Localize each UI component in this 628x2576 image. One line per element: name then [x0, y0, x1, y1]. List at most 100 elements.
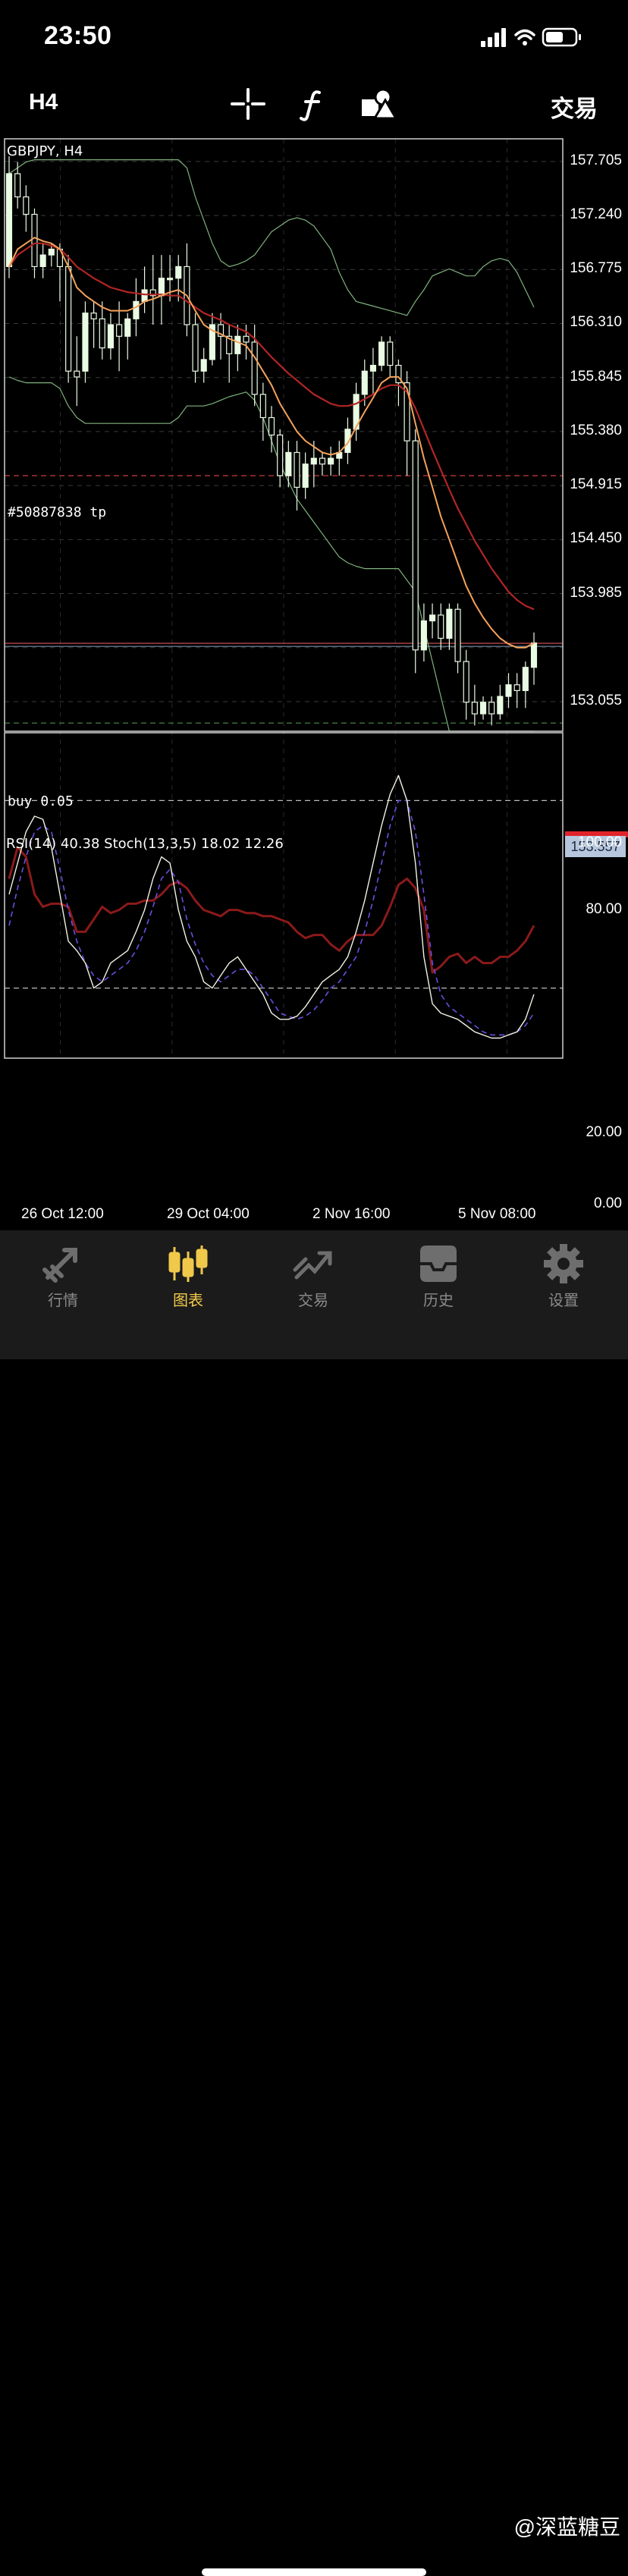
quotes-icon	[42, 1248, 77, 1283]
time-axis-label: 26 Oct 12:00	[21, 1206, 104, 1222]
candle	[277, 429, 284, 488]
candle-body	[39, 254, 46, 268]
candle-body	[403, 382, 410, 441]
tab-label: 交易	[298, 1293, 328, 1309]
candle-body	[149, 289, 156, 297]
status-icons	[481, 27, 581, 47]
candle-body	[209, 324, 215, 360]
candle-body	[369, 365, 376, 372]
candle-body	[99, 318, 105, 349]
price-axis-label: 153.055	[570, 692, 622, 708]
candle-body	[141, 289, 148, 302]
tab-settings[interactable]: 设置	[507, 1230, 620, 1321]
candle-body	[294, 451, 300, 488]
chart-area[interactable]: GBPJPY, H4 #50887838 tp buy 0.05 RSI(14)…	[0, 137, 628, 1229]
candle-body	[412, 440, 419, 651]
price-axis-label: 156.775	[570, 260, 622, 277]
candle	[294, 441, 300, 511]
stoch-signal-line	[8, 800, 535, 1036]
candle	[74, 336, 80, 407]
candle-body	[302, 463, 309, 488]
candle-body	[74, 370, 80, 378]
objects-icon[interactable]	[360, 86, 397, 121]
candle-body	[200, 359, 207, 372]
candle	[90, 301, 97, 348]
candle-body	[65, 265, 72, 372]
tp-line-label: #50887838 tp	[8, 504, 107, 520]
candle-body	[48, 248, 55, 256]
candle-body	[285, 451, 292, 476]
candle-body	[454, 608, 461, 662]
candle-body	[471, 702, 478, 715]
trade-icon	[293, 1251, 332, 1280]
candle	[39, 243, 46, 278]
candle	[412, 429, 419, 674]
candle	[378, 336, 385, 372]
tab-history[interactable]: 历史	[382, 1230, 495, 1321]
candle-body	[319, 457, 326, 465]
candle	[116, 301, 123, 372]
crosshair-icon[interactable]	[229, 86, 267, 121]
candle	[471, 684, 478, 726]
candle-body	[167, 278, 174, 281]
candle-body	[395, 365, 402, 384]
candle-body	[259, 394, 266, 419]
candle	[5, 156, 13, 278]
candle	[328, 446, 334, 476]
candle-body	[328, 457, 334, 465]
buy-line-label: buy 0.05	[8, 793, 74, 809]
candle-body	[463, 661, 469, 703]
price-axis-label: 153.985	[570, 584, 622, 601]
battery-icon	[542, 27, 581, 47]
home-indicator	[202, 2568, 426, 2576]
candle-body	[158, 278, 165, 297]
oscillator-legend: RSI(14) 40.38 Stoch(13,3,5) 18.02 12.26	[6, 836, 284, 852]
candle	[107, 313, 114, 360]
candle-body	[420, 620, 427, 651]
settings-icon	[544, 1244, 583, 1283]
candle-body	[387, 341, 394, 366]
trade-button[interactable]: 交易	[551, 96, 598, 122]
candle-body	[361, 370, 368, 395]
candle-body	[82, 313, 89, 372]
candle	[429, 603, 436, 639]
candle	[124, 313, 131, 360]
osc-axis-label: 100.00	[577, 834, 622, 850]
chart-canvas[interactable]	[0, 137, 628, 1229]
candle-body	[133, 300, 140, 319]
time-axis-label: 2 Nov 16:00	[312, 1206, 391, 1222]
timeframe-button[interactable]: H4	[29, 90, 58, 115]
candle-body	[251, 341, 258, 395]
candle	[497, 684, 504, 720]
candle	[226, 325, 233, 383]
chart-legend: GBPJPY, H4	[7, 143, 83, 159]
candle-body	[90, 313, 97, 319]
tab-chart[interactable]: 图表	[131, 1230, 245, 1321]
tab-trade[interactable]: 交易	[256, 1230, 370, 1321]
candle	[175, 255, 182, 302]
candle	[353, 382, 360, 441]
osc-axis-label: 80.00	[586, 901, 622, 917]
candle	[488, 696, 495, 726]
candle	[513, 673, 520, 708]
candle	[268, 406, 275, 453]
tab-quotes[interactable]: 行情	[6, 1230, 120, 1321]
candle-body	[378, 341, 385, 366]
candle	[209, 313, 215, 366]
candle	[505, 673, 512, 708]
candle-body	[277, 434, 284, 476]
indicators-icon[interactable]	[294, 86, 332, 121]
candle	[369, 347, 376, 394]
candle	[395, 359, 402, 407]
candle	[479, 696, 487, 720]
time-axis-label: 29 Oct 04:00	[167, 1206, 250, 1222]
chart-toolbar: H4 交易	[0, 76, 628, 137]
candle	[149, 255, 156, 325]
candle	[184, 243, 190, 337]
status-time: 23:50	[44, 21, 112, 50]
rsi-line	[8, 846, 535, 974]
bid-marker	[565, 831, 628, 837]
candle-body	[497, 696, 504, 715]
candle-body	[14, 173, 21, 198]
candle-body	[217, 324, 225, 337]
